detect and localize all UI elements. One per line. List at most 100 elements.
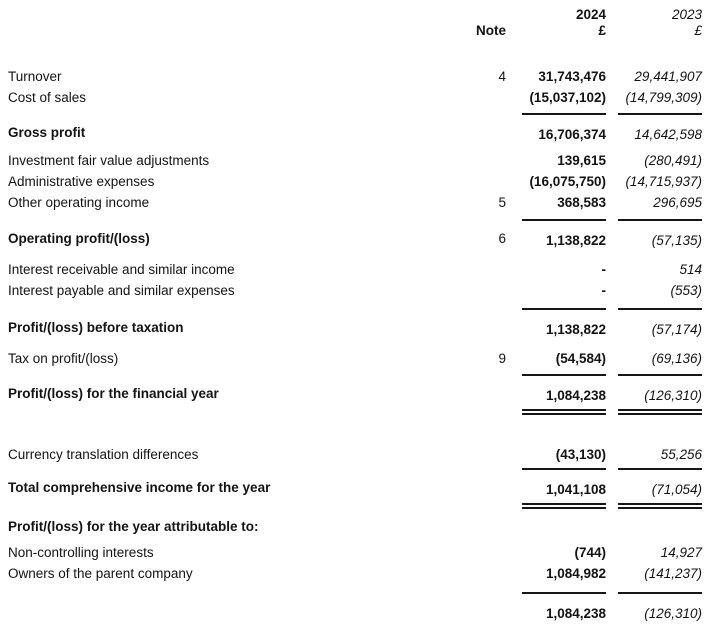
row-label: Interest payable and similar expenses (8, 283, 235, 298)
value-2024-cell: (15,037,102) (529, 90, 606, 105)
row-label (8, 592, 454, 624)
note-cell: 5 (498, 195, 506, 210)
note-cell: 9 (498, 351, 506, 366)
value-2024-cell: 31,743,476 (538, 69, 606, 84)
table-row: 1,084,238 (126,310) (8, 592, 702, 624)
note-cell (454, 592, 506, 624)
row-label: Owners of the parent company (8, 566, 193, 581)
note-cell (454, 87, 506, 108)
note-cell (454, 259, 506, 280)
value-2023-cell: (14,799,309) (625, 90, 702, 105)
note-cell (454, 113, 506, 145)
row-label: Investment fair value adjustments (8, 153, 210, 168)
value-2024-cell: (43,130) (555, 447, 606, 462)
value-2023-cell: (280,491) (644, 153, 702, 168)
value-2024-cell: 1,084,982 (545, 566, 606, 581)
note-cell: 6 (498, 231, 506, 246)
note-cell (454, 150, 506, 171)
table-row: Currency translation differences (43,130)… (8, 444, 702, 465)
total-row: Operating profit/(loss) 6 1,138,822 (57,135… (8, 219, 702, 251)
value-2023-cell: 296,695 (653, 195, 702, 210)
total-row: Profit/(loss) for the financial year 1,08… (8, 374, 702, 415)
value-2024-cell: - (601, 262, 607, 277)
table-row: Other operating income 5 368,583 296,695 (8, 192, 702, 213)
note-cell: 4 (498, 69, 506, 84)
row-label: Currency translation differences (8, 447, 199, 462)
value-2024-cell: (54,584) (555, 351, 606, 366)
note-cell (454, 308, 506, 340)
table-row: Interest payable and similar expenses - (5… (8, 280, 702, 301)
column-header-note: Note (476, 23, 506, 38)
note-cell (454, 444, 506, 465)
value-2023-cell: (71,054) (618, 468, 702, 509)
row-label: Cost of sales (8, 90, 87, 105)
table-row: Cost of sales (15,037,102) (14,799,309) (8, 87, 702, 108)
value-2024-cell: 1,084,238 (522, 592, 606, 624)
table-row: Investment fair value adjustments 139,615… (8, 150, 702, 171)
header-spacer (8, 7, 454, 23)
value-2023-cell: (57,135) (618, 219, 702, 251)
value-2023-cell: (126,310) (618, 374, 702, 415)
row-label: Interest receivable and similar income (8, 262, 235, 277)
row-label: Total comprehensive income for the year (8, 480, 271, 495)
note-cell (454, 563, 506, 584)
value-2024-cell: - (601, 283, 607, 298)
value-2024-cell: 368,583 (557, 195, 606, 210)
row-label: Tax on profit/(loss) (8, 351, 119, 366)
header-spacer (454, 7, 506, 23)
note-cell (454, 542, 506, 563)
total-row: Profit/(loss) for the year attributable … (8, 516, 702, 537)
note-cell (454, 516, 506, 537)
column-headers: 2024 2023 Note £ £ (8, 7, 702, 39)
value-2024-cell: 1,138,822 (522, 308, 606, 340)
row-label: Administrative expenses (8, 174, 155, 189)
row-label: Profit/(loss) before taxation (8, 320, 184, 335)
row-label: Other operating income (8, 195, 150, 210)
value-2023-cell: (69,136) (651, 351, 702, 366)
header-row-years: 2024 2023 (8, 7, 702, 23)
table-row: Turnover 4 31,743,476 29,441,907 (8, 66, 702, 87)
column-header-year-2023: 2023 (671, 7, 702, 22)
value-2024-cell: (744) (574, 545, 606, 560)
header-row-units: Note £ £ (8, 23, 702, 39)
table-row: Non-controlling interests (744) 14,927 (8, 542, 702, 563)
row-label: Operating profit/(loss) (8, 231, 150, 246)
row-label: Gross profit (8, 125, 86, 140)
value-2023-cell: 55,256 (660, 447, 702, 462)
value-2024-cell: 1,138,822 (522, 219, 606, 251)
value-2023-cell: (553) (670, 283, 702, 298)
row-label: Turnover (8, 69, 62, 84)
value-2023-cell: (126,310) (618, 592, 702, 624)
table-row: Tax on profit/(loss) 9 (54,584) (69,136) (8, 348, 702, 369)
column-header-currency-2024: £ (598, 23, 606, 38)
table-row: Interest receivable and similar income - 5… (8, 259, 702, 280)
note-cell (454, 468, 506, 509)
value-2023-cell: 14,927 (660, 545, 702, 560)
row-label: Profit/(loss) for the financial year (8, 386, 219, 401)
total-row: Profit/(loss) before taxation 1,138,822 (5… (8, 308, 702, 340)
total-row: Total comprehensive income for the year 1… (8, 468, 702, 509)
header-spacer (8, 23, 454, 39)
value-2024-cell: 139,615 (557, 153, 606, 168)
column-header-year-2024: 2024 (575, 7, 606, 22)
table-row: Owners of the parent company 1,084,982 (14… (8, 563, 702, 584)
value-2024-cell (522, 516, 606, 537)
value-2023-cell: (141,237) (644, 566, 702, 581)
value-2023-cell: (14,715,937) (625, 174, 702, 189)
value-2024-cell: (16,075,750) (529, 174, 606, 189)
value-2023-cell: (57,174) (618, 308, 702, 340)
column-header-currency-2023: £ (694, 23, 702, 38)
value-2024-cell: 1,041,108 (522, 468, 606, 509)
row-label: Non-controlling interests (8, 545, 154, 560)
note-cell (454, 374, 506, 415)
row-label: Profit/(loss) for the year attributable … (8, 519, 259, 534)
total-row: Gross profit 16,706,374 14,642,598 (8, 113, 702, 145)
note-cell (454, 280, 506, 301)
value-2024-cell: 16,706,374 (522, 113, 606, 145)
table-row: Administrative expenses (16,075,750) (14,7… (8, 171, 702, 192)
value-2023-cell (618, 516, 702, 537)
value-2023-cell: 29,441,907 (634, 69, 702, 84)
value-2023-cell: 514 (679, 262, 702, 277)
statement-rows: Turnover 4 31,743,476 29,441,907 Cost of sal… (8, 66, 702, 624)
